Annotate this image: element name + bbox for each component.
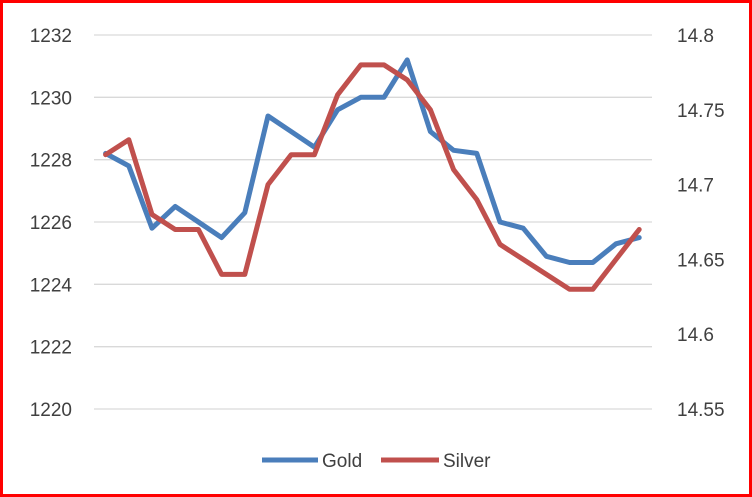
left-axis-ticks: 1220 1222 1224 1226 1228 1230 1232 [30,26,73,421]
series-lines [103,57,642,292]
right-tick-label: 14.7 [677,176,714,197]
series-line-gold [103,57,642,265]
right-tick-label: 14.55 [677,400,725,421]
legend: Gold Silver [262,451,491,472]
legend-label-gold: Gold [322,451,362,472]
left-tick-label: 1232 [30,26,72,47]
right-tick-label: 14.8 [677,26,714,47]
legend-label-silver: Silver [443,451,491,472]
series-line-silver [103,62,642,292]
left-tick-label: 1230 [30,88,72,109]
gridlines [94,34,652,410]
left-tick-label: 1222 [30,338,72,359]
left-tick-label: 1224 [30,275,73,296]
right-tick-label: 14.6 [677,325,714,346]
right-tick-label: 14.75 [677,101,725,122]
left-tick-label: 1228 [30,151,72,172]
right-axis-ticks: 14.55 14.6 14.65 14.7 14.75 14.8 [677,26,725,421]
left-tick-label: 1226 [30,213,72,234]
right-tick-label: 14.65 [677,250,725,271]
left-tick-label: 1220 [30,400,72,421]
